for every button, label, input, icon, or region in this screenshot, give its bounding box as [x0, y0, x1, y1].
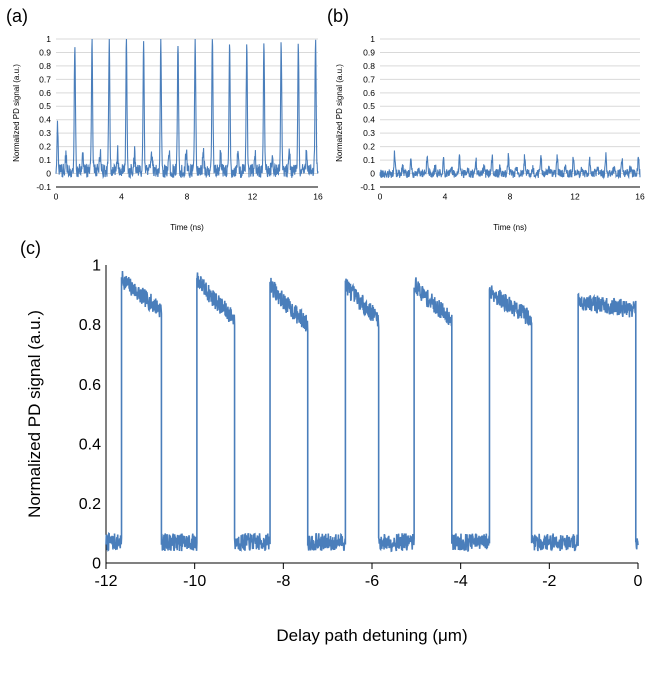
ytick-label-a-0: -0.1	[36, 182, 51, 192]
xtick-label-c-4: -4	[454, 573, 468, 590]
xtick-label-a-3: 12	[248, 191, 258, 201]
ytick-label-a-2: 0.1	[39, 155, 51, 165]
xtick-label-a-1: 4	[119, 191, 124, 201]
xtick-label-b-0: 0	[378, 191, 383, 201]
ytick-label-b-10: 0.9	[363, 47, 375, 57]
ytick-label-b-11: 1	[370, 34, 375, 44]
ytick-label-a-9: 0.8	[39, 61, 51, 71]
xtick-label-c-5: -2	[542, 573, 556, 590]
panel-label-c: (c)	[20, 238, 41, 258]
ytick-label-a-11: 1	[46, 34, 51, 44]
ytick-label-c-4: 0.8	[79, 317, 101, 334]
ytick-label-b-5: 0.4	[363, 115, 375, 125]
panel-label-a: (a)	[6, 6, 28, 26]
xtick-label-c-0: -12	[94, 573, 117, 590]
ytick-label-b-0: -0.1	[360, 182, 375, 192]
xtick-label-a-4: 16	[313, 191, 323, 201]
series-line-c	[105, 271, 639, 553]
ytick-label-b-7: 0.6	[363, 88, 375, 98]
x-axis-label-b: Time (ns)	[493, 223, 527, 232]
ytick-label-b-1: 0	[370, 169, 375, 179]
panel-label-b: (b)	[327, 6, 349, 26]
ytick-label-c-2: 0.4	[79, 436, 101, 453]
series-line-a	[55, 38, 319, 180]
ytick-label-a-5: 0.4	[39, 115, 51, 125]
xtick-label-b-2: 8	[508, 191, 513, 201]
ytick-label-c-1: 0.2	[79, 496, 101, 513]
ytick-label-a-8: 0.7	[39, 74, 51, 84]
ytick-label-a-1: 0	[46, 169, 51, 179]
ytick-label-a-10: 0.9	[39, 47, 51, 57]
y-axis-label-c: Normalized PD signal (a.u.)	[25, 310, 44, 518]
ytick-label-c-3: 0.6	[79, 377, 101, 394]
xtick-label-a-0: 0	[54, 191, 59, 201]
ytick-label-b-2: 0.1	[363, 155, 375, 165]
ytick-label-b-9: 0.8	[363, 61, 375, 71]
ytick-label-a-7: 0.6	[39, 88, 51, 98]
y-axis-label-a: Normalized PD signal (a.u.)	[12, 64, 21, 162]
y-axis-label-b: Normalized PD signal (a.u.)	[335, 64, 344, 162]
ytick-label-c-0: 0	[92, 556, 101, 573]
ytick-label-b-4: 0.3	[363, 128, 375, 138]
xtick-label-b-4: 16	[635, 191, 645, 201]
ytick-label-a-6: 0.5	[39, 101, 51, 111]
ytick-label-a-4: 0.3	[39, 128, 51, 138]
x-axis-label-c: Delay path detuning (μm)	[276, 626, 467, 645]
ytick-label-b-6: 0.5	[363, 101, 375, 111]
xtick-label-c-3: -6	[365, 573, 379, 590]
xtick-label-c-1: -10	[183, 573, 206, 590]
xtick-label-b-1: 4	[443, 191, 448, 201]
ytick-label-b-3: 0.2	[363, 142, 375, 152]
ytick-label-a-3: 0.2	[39, 142, 51, 152]
xtick-label-c-6: 0	[634, 573, 643, 590]
ytick-label-c-5: 1	[92, 258, 101, 275]
xtick-label-c-2: -8	[276, 573, 290, 590]
xtick-label-b-3: 12	[570, 191, 580, 201]
series-line-b	[379, 150, 641, 180]
xtick-label-a-2: 8	[185, 191, 190, 201]
x-axis-label-a: Time (ns)	[170, 223, 204, 232]
ytick-label-b-8: 0.7	[363, 74, 375, 84]
